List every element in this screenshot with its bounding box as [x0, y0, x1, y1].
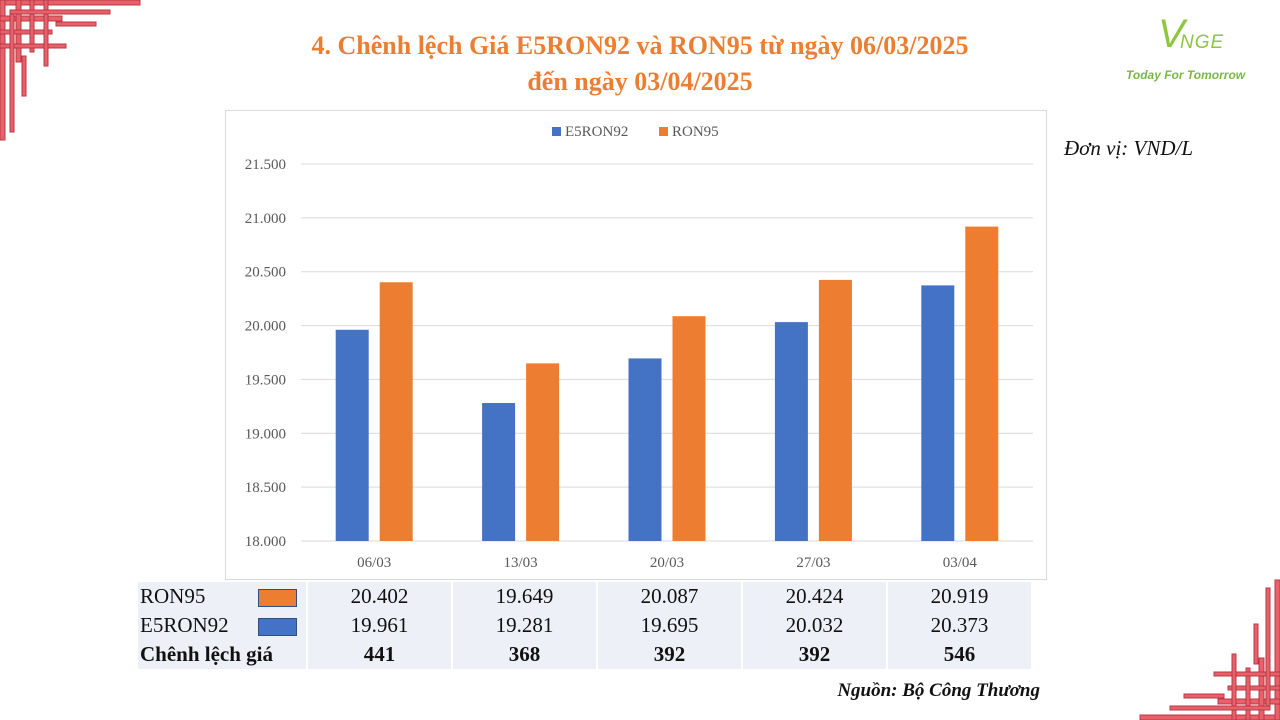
logo-slogan: Today For Tomorrow — [1126, 68, 1246, 82]
bar-ron95 — [526, 363, 560, 541]
y-tick-label: 19.000 — [245, 426, 286, 442]
bar-chart: 18.000 18.500 19.000 19.500 20.000 20.500 21.0… — [245, 124, 1033, 571]
table-cell: 19.961 — [308, 611, 451, 640]
chart-area: 18.000 18.500 19.000 19.500 20.000 20.500 21.0… — [225, 110, 1047, 580]
table-cell: 20.919 — [888, 582, 1031, 611]
page-title-line2: đến ngày 03/04/2025 — [527, 67, 753, 96]
x-tick-label: 27/03 — [796, 555, 830, 571]
bar-e5ron92 — [335, 329, 369, 541]
table-cell: 20.087 — [598, 582, 741, 611]
table-row-price-difference: Chênh lệch giá 441 368 392 392 546 — [138, 640, 1031, 669]
y-tick-label: 20.500 — [245, 265, 286, 281]
logo-mark: V — [1158, 12, 1185, 56]
row-label: Chênh lệch giá — [138, 640, 306, 669]
logo-text: NGE — [1180, 32, 1225, 53]
legend-swatch-ron95 — [258, 589, 297, 607]
legend-swatch-e5ron92 — [258, 618, 297, 636]
unit-label: Đơn vị: VND/L — [1064, 136, 1194, 160]
corner-ornament-bottom-right — [1139, 579, 1280, 720]
row-label: E5RON92 — [140, 613, 229, 637]
bar-e5ron92 — [921, 285, 955, 541]
source-note: Nguồn: Bộ Công Thương — [837, 680, 1040, 701]
bar-ron95 — [672, 316, 706, 541]
y-tick-label: 19.500 — [245, 372, 286, 388]
legend-marker-ron95 — [659, 127, 668, 136]
row-label: RON95 — [140, 584, 206, 608]
data-table: RON95 20.402 19.649 20.087 20.424 20.919… — [136, 582, 1033, 669]
x-tick-label: 13/03 — [504, 555, 538, 571]
legend-label-e5ron92: E5RON92 — [565, 124, 628, 140]
table-row-ron95: RON95 20.402 19.649 20.087 20.424 20.919 — [138, 582, 1031, 611]
table-cell: 392 — [598, 640, 741, 669]
bar-e5ron92 — [774, 322, 808, 541]
bar-e5ron92 — [482, 403, 516, 541]
table-cell: 19.649 — [453, 582, 596, 611]
table-row-e5ron92: E5RON92 19.961 19.281 19.695 20.032 20.3… — [138, 611, 1031, 640]
table-cell: 368 — [453, 640, 596, 669]
legend-label-ron95: RON95 — [672, 124, 719, 140]
x-tick-label: 03/04 — [943, 555, 978, 571]
bar-ron95 — [379, 282, 413, 541]
table-cell: 546 — [888, 640, 1031, 669]
x-tick-label: 20/03 — [650, 555, 684, 571]
table-cell: 20.402 — [308, 582, 451, 611]
y-tick-label: 21.500 — [245, 157, 286, 173]
table-cell: 20.373 — [888, 611, 1031, 640]
y-tick-label: 20.000 — [245, 319, 286, 335]
table-cell: 19.281 — [453, 611, 596, 640]
bar-e5ron92 — [628, 358, 662, 541]
table-cell: 441 — [308, 640, 451, 669]
table-cell: 20.424 — [743, 582, 886, 611]
y-tick-label: 18.000 — [245, 534, 286, 550]
page-title-line1: 4. Chênh lệch Giá E5RON92 và RON95 từ ng… — [311, 31, 969, 60]
bar-ron95 — [965, 226, 999, 541]
table-cell: 392 — [743, 640, 886, 669]
corner-ornament-top-left — [0, 0, 141, 141]
table-cell: 20.032 — [743, 611, 886, 640]
y-tick-label: 18.500 — [245, 480, 286, 496]
table-cell: 19.695 — [598, 611, 741, 640]
y-tick-label: 21.000 — [245, 211, 286, 227]
x-tick-label: 06/03 — [357, 555, 391, 571]
legend-marker-e5ron92 — [552, 127, 561, 136]
bar-ron95 — [818, 279, 852, 541]
